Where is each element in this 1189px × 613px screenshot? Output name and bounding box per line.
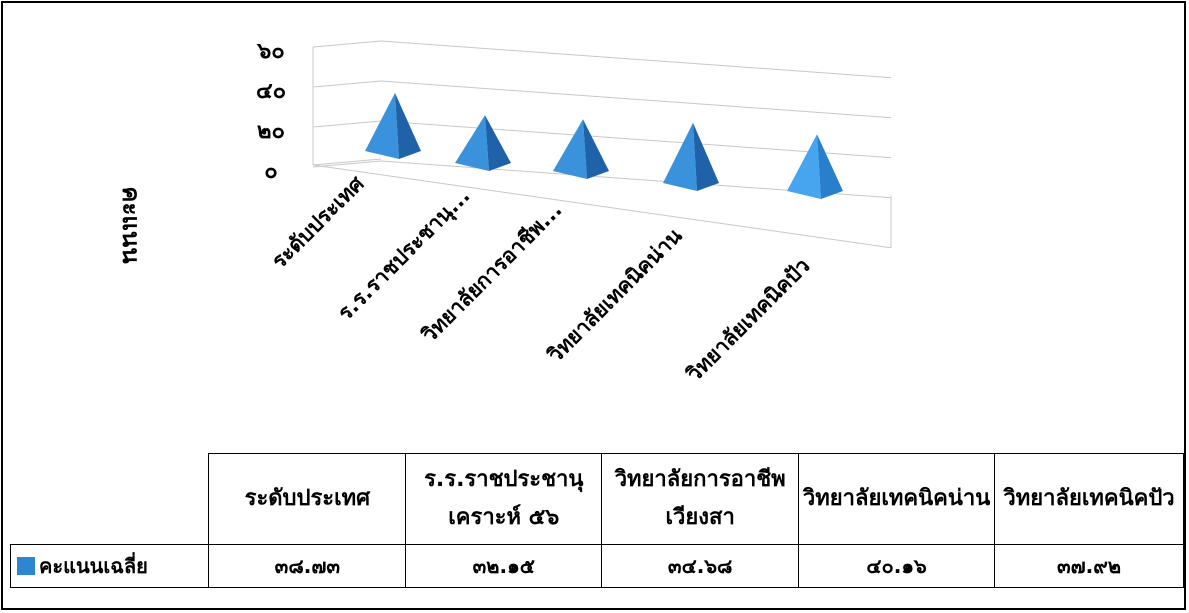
y-axis-label: คะแนน [117, 186, 145, 264]
plot-walls [312, 47, 892, 249]
pyramid-shade [485, 115, 511, 171]
pyramid-face [455, 115, 489, 171]
pyramid-face [663, 122, 697, 191]
chart-plot: ๐ ๒๐ ๔๐ ๖๐ ระดับประเทศร.ร.ราชประชานุ...วิทย… [117, 39, 892, 387]
x-category-label: วิทยาลัยเทคนิคปัว [681, 254, 814, 387]
legend-label: คะแนนเฉลี่ย [39, 554, 148, 578]
table-value-cell: ๓๔.๖๘ [601, 544, 800, 588]
legend-entry: คะแนนเฉลี่ย [9, 544, 210, 588]
y-tick-label: ๖๐ [256, 39, 284, 64]
y-tick-label: ๒๐ [257, 119, 285, 144]
pyramid-bar [663, 122, 719, 191]
table-value-cell: ๓๗.๙๒ [994, 544, 1184, 588]
pyramid-bar [455, 115, 511, 171]
gridline-depth [312, 80, 382, 88]
pyramid-bar [787, 134, 843, 199]
pyramid-face [787, 134, 821, 199]
pyramid-bar [365, 92, 421, 159]
table-header-cell: ร.ร.ราชประชานุเคราะห์ ๕๖ [405, 453, 603, 545]
table-value-row: คะแนนเฉลี่ย ๓๘.๗๓ ๓๒.๑๕ ๓๔.๖๘ ๔๐.๑๖ ๓๗.๙… [9, 544, 1184, 588]
gridline [380, 80, 892, 119]
pyramid-shade [693, 122, 719, 191]
table-corner [10, 453, 210, 545]
table-value-cell: ๓๒.๑๕ [405, 544, 603, 588]
x-category-label: วิทยาลัยเทคนิคน่าน [542, 223, 687, 368]
x-category-label: ระดับประเทศ [267, 171, 369, 273]
pyramid-shade [583, 119, 609, 179]
legend-swatch [17, 557, 35, 575]
y-axis-ticks: ๐ ๒๐ ๔๐ ๖๐ [256, 39, 286, 184]
table-header-cell: วิทยาลัยการอาชีพเวียงสา [601, 453, 800, 545]
front-floor-edge [312, 164, 892, 249]
pyramid-face [553, 119, 587, 179]
pyramid-face [365, 92, 399, 159]
table-header-cell: ระดับประเทศ [208, 453, 407, 545]
gridline [380, 120, 892, 159]
y-tick-label: ๔๐ [256, 79, 286, 104]
table-value-cell: ๓๘.๗๓ [208, 544, 407, 588]
x-axis-labels: ระดับประเทศร.ร.ราชประชานุ...วิทยาลัยการอ… [267, 171, 815, 387]
pyramid-bar [553, 119, 609, 179]
table-header-row: ระดับประเทศ ร.ร.ราชประชานุเคราะห์ ๕๖ วิท… [10, 453, 1184, 545]
gridline-depth [312, 120, 382, 128]
pyramid-shade [395, 92, 421, 159]
data-table: ระดับประเทศ ร.ร.ราชประชานุเคราะห์ ๕๖ วิท… [9, 453, 1184, 588]
y-tick-label: ๐ [264, 159, 277, 184]
table-header-cell: วิทยาลัยเทคนิคปัว [994, 453, 1184, 545]
table-value-cell: ๔๐.๑๖ [798, 544, 996, 588]
gridline [380, 40, 892, 79]
gridline-depth [312, 160, 382, 168]
table-header-cell: วิทยาลัยเทคนิคน่าน [798, 453, 996, 545]
gridline-depth [312, 40, 382, 48]
bars [365, 92, 843, 199]
floor-edge [312, 158, 382, 166]
pyramid-shade [817, 134, 843, 199]
